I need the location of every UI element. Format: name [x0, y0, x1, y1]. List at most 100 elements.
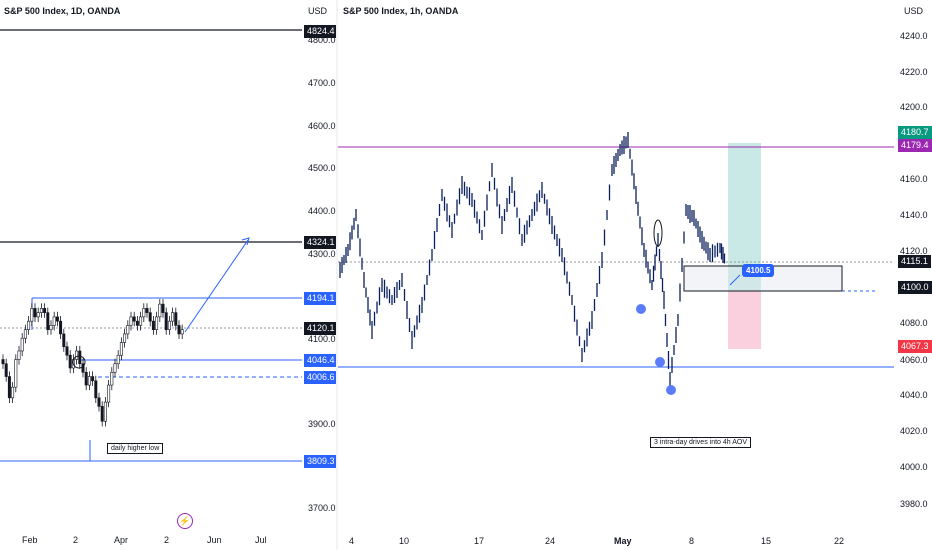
candle-body	[94, 380, 98, 399]
x-tick-label: 15	[761, 536, 772, 546]
candle-body	[43, 308, 47, 313]
hourly-chart-canvas[interactable]	[338, 0, 932, 550]
arrow-head	[241, 237, 250, 246]
candle-body	[52, 316, 56, 326]
price-tag: 4115.1	[898, 255, 931, 268]
price-tag: 4180.7	[898, 126, 932, 139]
candle-body	[129, 316, 133, 326]
marker-circle	[653, 219, 663, 247]
candle-body	[17, 350, 21, 360]
y-tick-label: 3980.0	[900, 499, 928, 509]
candle-body	[7, 376, 11, 399]
candle-body	[81, 363, 85, 373]
x-tick-label: May	[614, 536, 632, 546]
daily-currency-label: USD	[308, 6, 328, 16]
candle-body	[97, 397, 101, 407]
x-tick-label: 24	[545, 536, 556, 546]
candle-body	[4, 363, 8, 377]
y-tick-label: 4300.0	[308, 249, 336, 259]
candle-body	[87, 376, 91, 386]
candle-body	[126, 325, 130, 335]
y-tick-label: 3700.0	[308, 503, 336, 513]
hourly-chart-title: S&P 500 Index, 1h, OANDA	[343, 6, 459, 16]
candle-body	[30, 308, 34, 322]
hourly-chart-pane[interactable]: S&P 500 Index, 1h, OANDA USD 4240.0 4220…	[338, 0, 932, 550]
y-tick-label: 4080.0	[900, 318, 928, 328]
candle-body	[103, 401, 107, 422]
y-tick-label: 4020.0	[900, 426, 928, 436]
candle-body	[27, 320, 31, 330]
candle-body	[132, 316, 136, 322]
daily-chart-pane[interactable]: S&P 500 Index, 1D, OANDA USD 4800.0 4700…	[0, 0, 338, 550]
candle-body	[142, 308, 146, 318]
price-tag: 4324.1	[304, 236, 338, 249]
candle-body	[180, 329, 184, 335]
callout-line	[729, 274, 741, 286]
candle-body	[1, 359, 5, 365]
daily-chart-canvas[interactable]	[0, 0, 338, 550]
candle-body	[33, 308, 37, 318]
daily-chart-title: S&P 500 Index, 1D, OANDA	[4, 6, 121, 16]
y-tick-label: 4240.0	[900, 31, 928, 41]
candle-body	[161, 303, 165, 313]
x-tick-label: Feb	[22, 535, 38, 545]
y-tick-label: 4400.0	[308, 206, 336, 216]
y-tick-label: 4500.0	[308, 163, 336, 173]
candle-body	[151, 320, 155, 330]
price-tag: 4046.4	[304, 354, 338, 367]
candle-body	[164, 312, 168, 330]
candle-body	[75, 350, 79, 360]
price-tag: 4179.4	[898, 139, 932, 152]
candle-body	[158, 303, 162, 318]
candle-body	[11, 386, 15, 399]
x-tick-label: 22	[834, 536, 845, 546]
chart-annotation[interactable]: 3 intra-day drives into 4h AOV	[650, 437, 751, 448]
hourly-currency-label: USD	[904, 6, 924, 16]
candle-body	[155, 316, 159, 330]
drive-marker	[666, 385, 676, 395]
candle-body	[123, 333, 127, 343]
y-tick-label: 4040.0	[900, 390, 928, 400]
lightning-icon[interactable]: ⚡	[177, 513, 193, 529]
candle-body	[167, 320, 171, 330]
price-tag: 4006.6	[304, 371, 338, 384]
chart-annotation[interactable]: daily higher low	[107, 443, 164, 454]
y-tick-label: 4200.0	[900, 102, 928, 112]
price-tag: 4067.3	[898, 340, 932, 353]
y-tick-label: 4700.0	[308, 78, 336, 88]
candle-body	[68, 354, 72, 369]
candle-body	[59, 320, 63, 335]
price-bubble[interactable]: 4100.5	[742, 264, 775, 277]
y-tick-label: 4160.0	[900, 174, 928, 184]
x-tick-label: Jun	[207, 535, 222, 545]
marker-circle	[72, 355, 86, 369]
y-tick-label: 4000.0	[900, 462, 928, 472]
y-tick-label: 4140.0	[900, 210, 928, 220]
candle-body	[62, 333, 66, 348]
x-tick-label: Apr	[114, 535, 129, 545]
y-tick-label: 4220.0	[900, 67, 928, 77]
candle-body	[148, 312, 152, 322]
x-tick-label: 2	[164, 535, 170, 545]
candle-body	[107, 384, 111, 403]
candle-body	[20, 337, 24, 352]
candle-body	[116, 354, 120, 365]
x-tick-label: 17	[474, 536, 485, 546]
y-tick-label: 4800.0	[308, 35, 336, 45]
candle-body	[49, 325, 53, 330]
y-tick-label: 3900.0	[308, 419, 336, 429]
x-tick-label: 8	[689, 536, 695, 546]
candle-body	[174, 312, 178, 326]
y-tick-label: 4120.0	[900, 246, 928, 256]
candle-body	[145, 308, 149, 313]
candle-body	[91, 376, 95, 382]
candle-body	[46, 312, 50, 330]
candle-body	[78, 350, 82, 365]
x-tick-label: 2	[73, 535, 79, 545]
stop-zone	[728, 291, 761, 349]
price-tag: 3809.3	[304, 455, 338, 468]
candle-body	[100, 406, 104, 422]
y-tick-label: 4600.0	[308, 121, 336, 131]
price-tag: 4194.1	[304, 292, 338, 305]
x-tick-label: 4	[349, 536, 355, 546]
